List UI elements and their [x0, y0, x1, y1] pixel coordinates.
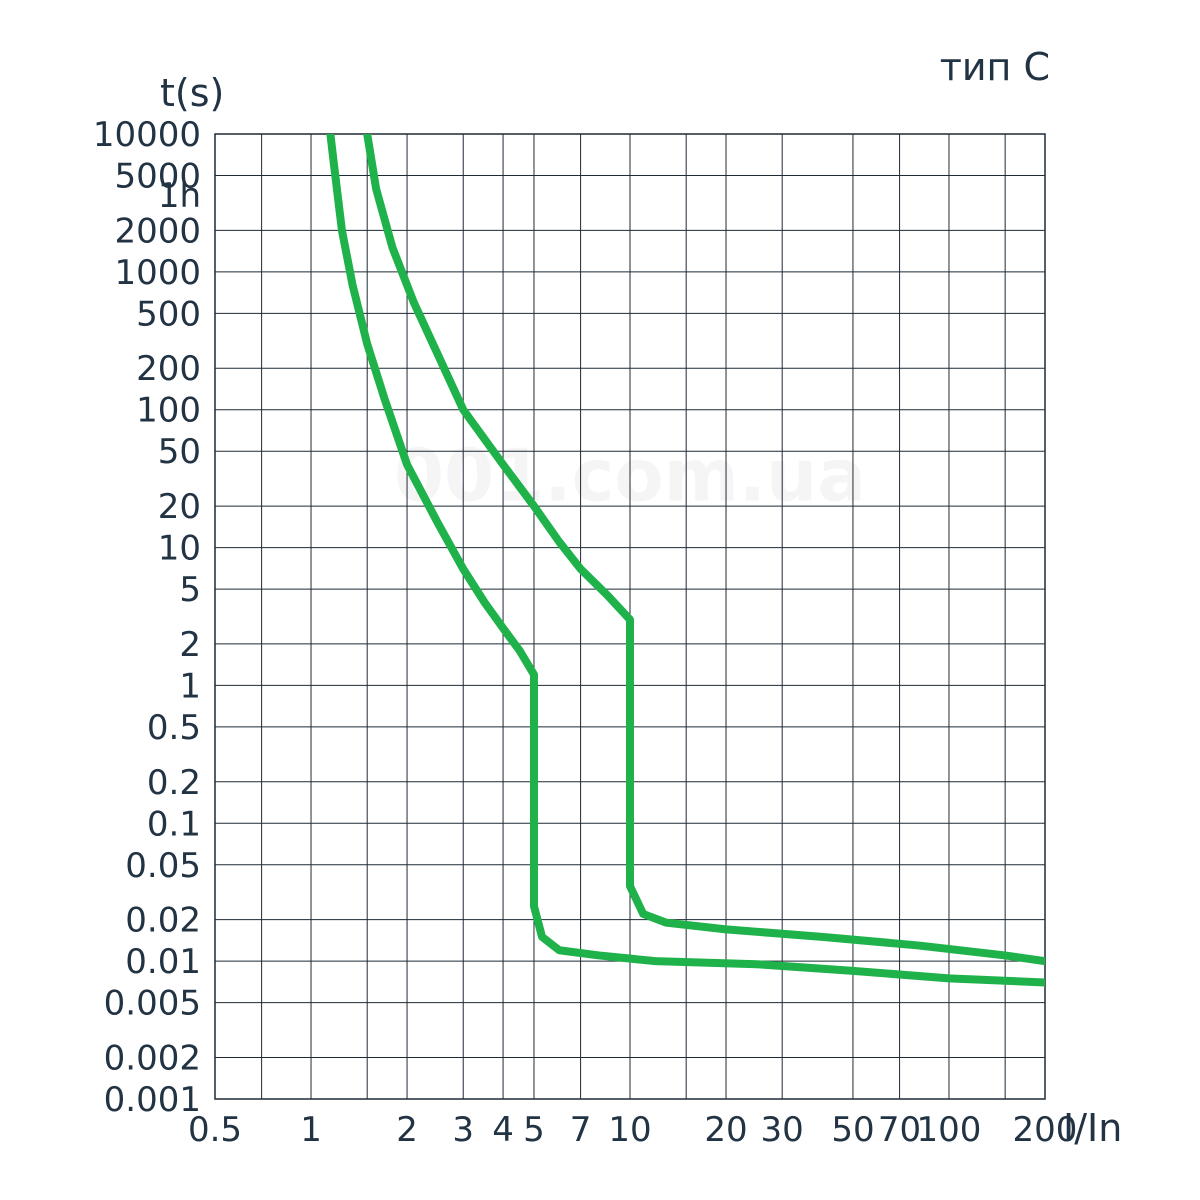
- y-tick-label: 0.2: [147, 763, 201, 803]
- x-tick-label: 7: [570, 1110, 592, 1150]
- y-tick-label: 2: [179, 625, 201, 665]
- x-tick-label: 3: [452, 1110, 474, 1150]
- y-tick-label: 5: [179, 570, 201, 610]
- y-tick-label: 10000: [93, 115, 201, 155]
- y-axis-label: t(s): [160, 71, 224, 115]
- y-tick-label: 500: [136, 294, 201, 334]
- y-tick-label: 1h: [158, 176, 201, 216]
- y-tick-label: 10: [158, 529, 201, 569]
- x-axis-label: I/In: [1063, 1106, 1122, 1150]
- y-tick-label: 20: [158, 487, 201, 527]
- x-tick-label: 1: [300, 1110, 322, 1150]
- y-tick-label: 200: [136, 349, 201, 389]
- y-tick-label: 1000: [114, 253, 201, 293]
- x-tick-label: 50: [831, 1110, 874, 1150]
- y-tick-label: 0.001: [104, 1080, 201, 1120]
- y-tick-label: 0.1: [147, 804, 201, 844]
- y-tick-label: 100: [136, 391, 201, 431]
- x-tick-label: 10: [608, 1110, 651, 1150]
- x-tick-label: 20: [704, 1110, 747, 1150]
- x-tick-label: 5: [523, 1110, 545, 1150]
- y-tick-label: 0.5: [147, 708, 201, 748]
- y-tick-label: 0.02: [125, 901, 201, 941]
- y-tick-label: 50: [158, 432, 201, 472]
- y-tick-label: 1: [179, 666, 201, 706]
- x-tick-label: 0.5: [188, 1110, 242, 1150]
- y-tick-label: 0.05: [125, 846, 201, 886]
- x-tick-label: 2: [396, 1110, 418, 1150]
- x-tick-label: 4: [492, 1110, 514, 1150]
- chart-title: тип C: [940, 45, 1050, 89]
- x-tick-label: 70: [878, 1110, 921, 1150]
- y-tick-label: 0.002: [104, 1039, 201, 1079]
- y-tick-label: 0.005: [104, 984, 201, 1024]
- x-tick-label: 30: [761, 1110, 804, 1150]
- y-tick-label: 2000: [114, 211, 201, 251]
- x-tick-label: 100: [917, 1110, 982, 1150]
- y-tick-label: 0.01: [125, 942, 201, 982]
